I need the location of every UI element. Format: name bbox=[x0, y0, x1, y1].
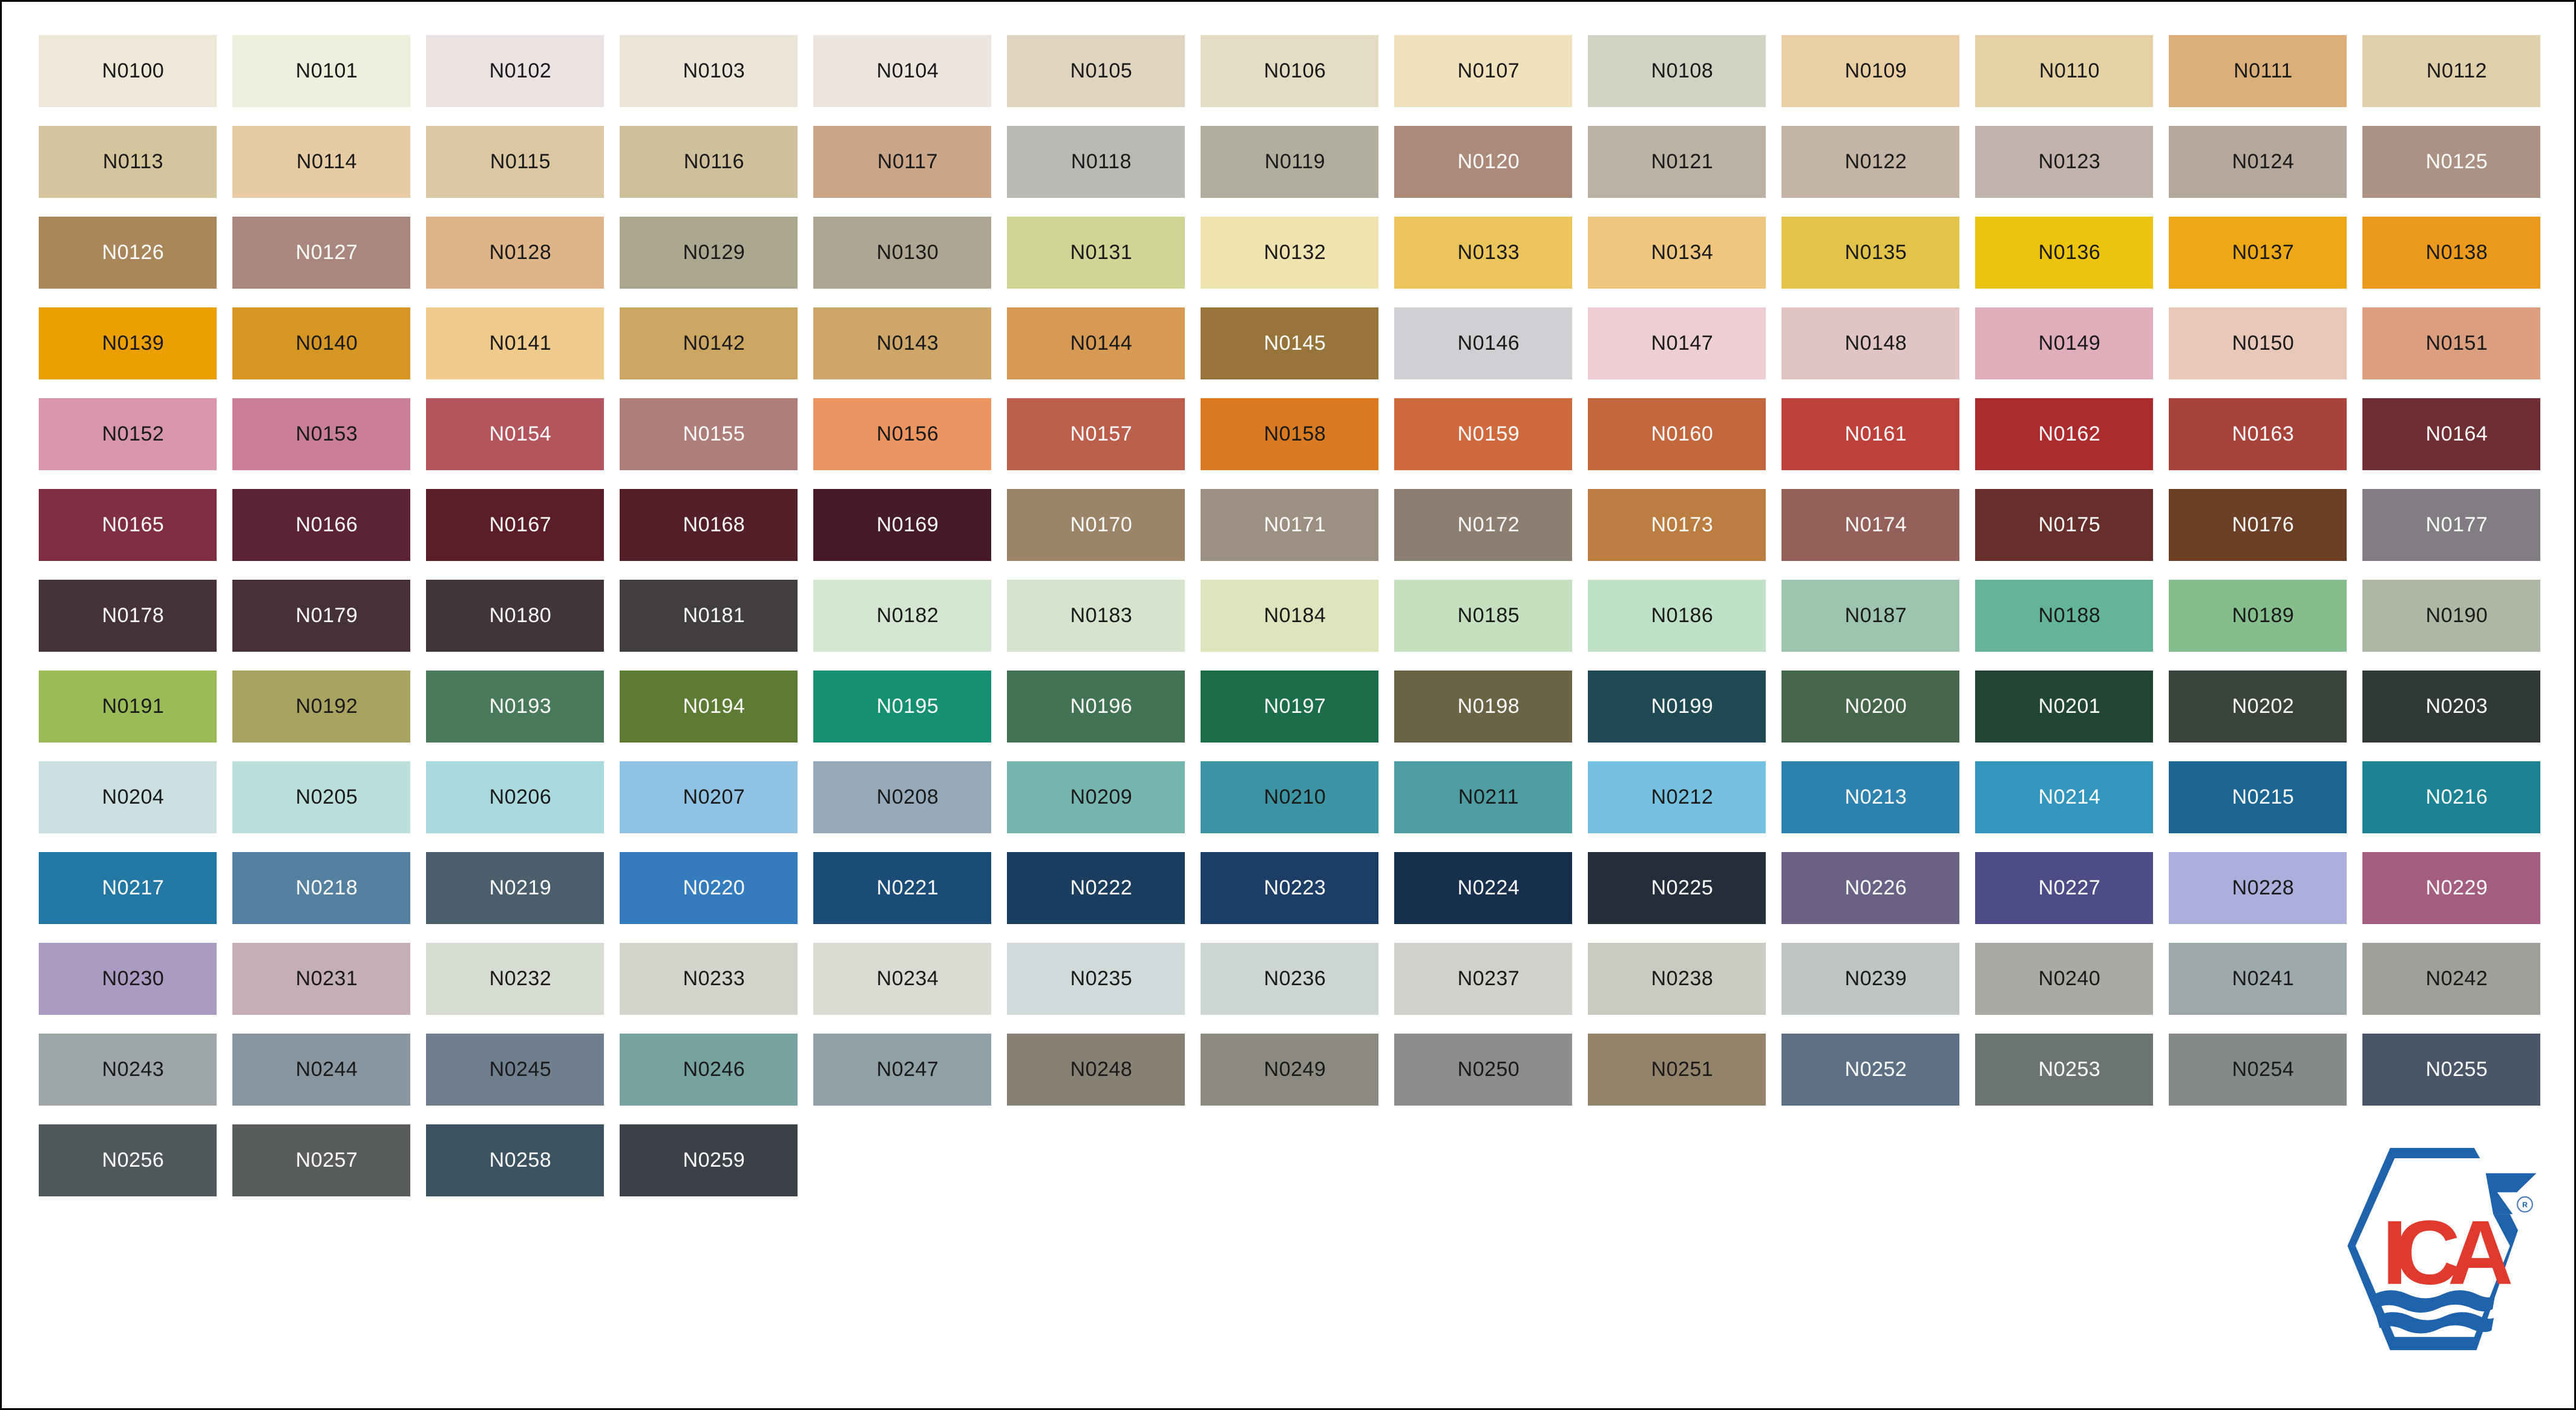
svg-text:R: R bbox=[2522, 1201, 2528, 1209]
svg-text:ICA: ICA bbox=[2382, 1202, 2511, 1303]
